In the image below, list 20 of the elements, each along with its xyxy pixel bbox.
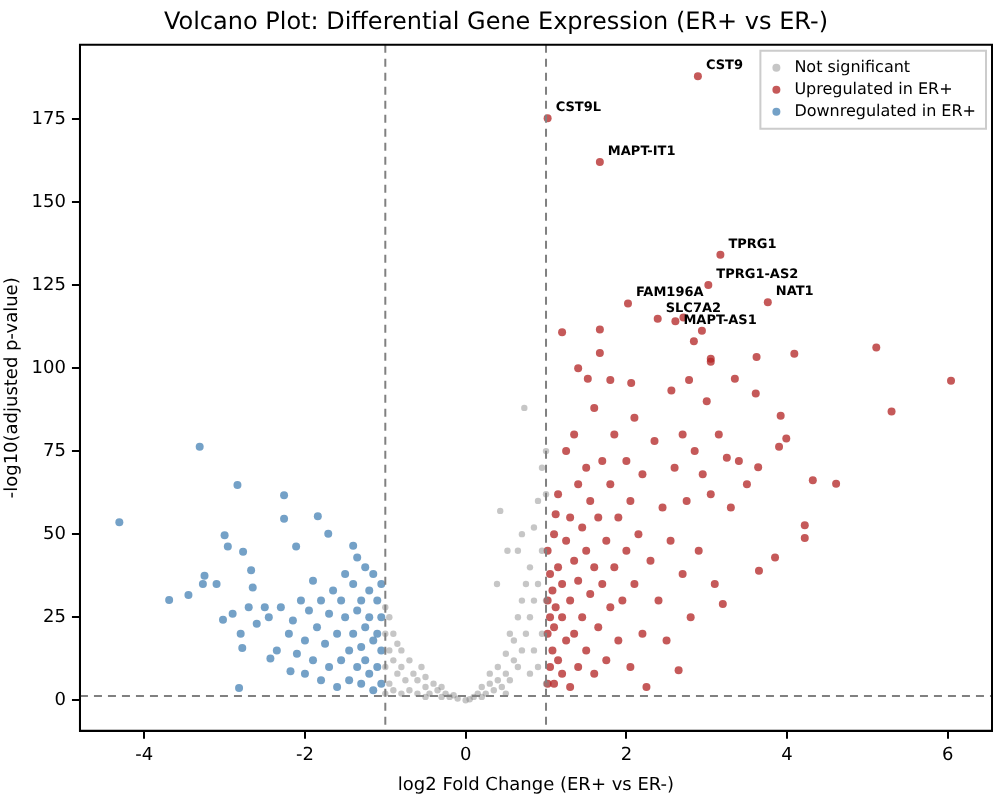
y-tick-label: 50 (43, 524, 67, 545)
legend-label: Downregulated in ER+ (794, 101, 977, 120)
y-tick-label: 75 (43, 441, 66, 462)
x-tick-label: -4 (135, 746, 154, 767)
legend-label: Upregulated in ER+ (794, 79, 953, 98)
chart-title: Volcano Plot: Differential Gene Expression (ER+ vs ER-) (163, 6, 829, 35)
x-tick-label: -2 (295, 746, 314, 767)
y-tick-label: 25 (43, 607, 66, 628)
x-tick-label: 4 (781, 746, 794, 767)
x-tick-label: 2 (620, 746, 633, 767)
y-tick-label: 150 (31, 192, 67, 213)
y-tick-label: 175 (31, 109, 66, 130)
y-tick-label: 100 (31, 358, 67, 379)
x-tick-label: 6 (942, 746, 955, 767)
legend-label: Not significant (794, 57, 911, 76)
x-tick-label: 0 (459, 746, 472, 767)
x-axis-title: log2 Fold Change (ER+ vs ER-) (397, 775, 675, 796)
y-tick-label: 125 (31, 275, 66, 296)
y-axis-title: -log10(adjusted p-value) (3, 277, 24, 499)
y-tick-label: 0 (54, 690, 67, 711)
